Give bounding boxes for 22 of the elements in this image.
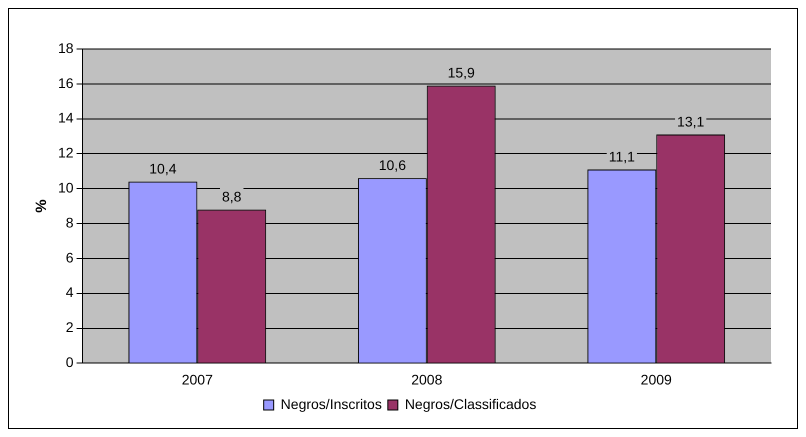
- data-label: 10,4: [149, 160, 177, 177]
- y-axis-title: %: [33, 199, 50, 213]
- data-label: 15,9: [448, 64, 476, 81]
- y-tick-label: 10: [58, 180, 74, 196]
- legend-label: Negros/Inscritos: [280, 396, 382, 412]
- y-tick-label: 4: [66, 284, 74, 300]
- y-tick-label: 8: [66, 214, 74, 230]
- x-tick-label: 2009: [640, 371, 672, 388]
- data-label: 10,6: [378, 157, 406, 174]
- data-label: 11,1: [608, 148, 636, 164]
- y-tick-label: 2: [66, 319, 74, 336]
- y-tick-label: 12: [58, 144, 74, 161]
- data-label: 8,8: [222, 188, 242, 204]
- data-label: 13,1: [677, 113, 705, 130]
- x-tick-label: 2007: [182, 371, 214, 388]
- x-tick-label: 2008: [411, 371, 443, 388]
- y-tick-label: 14: [58, 110, 74, 126]
- y-tick-label: 0: [66, 354, 74, 370]
- y-tick-label: 6: [66, 249, 74, 266]
- legend-label: Negros/Classificados: [404, 396, 536, 412]
- y-tick-label: 16: [58, 74, 74, 91]
- y-tick-label: 18: [58, 40, 74, 56]
